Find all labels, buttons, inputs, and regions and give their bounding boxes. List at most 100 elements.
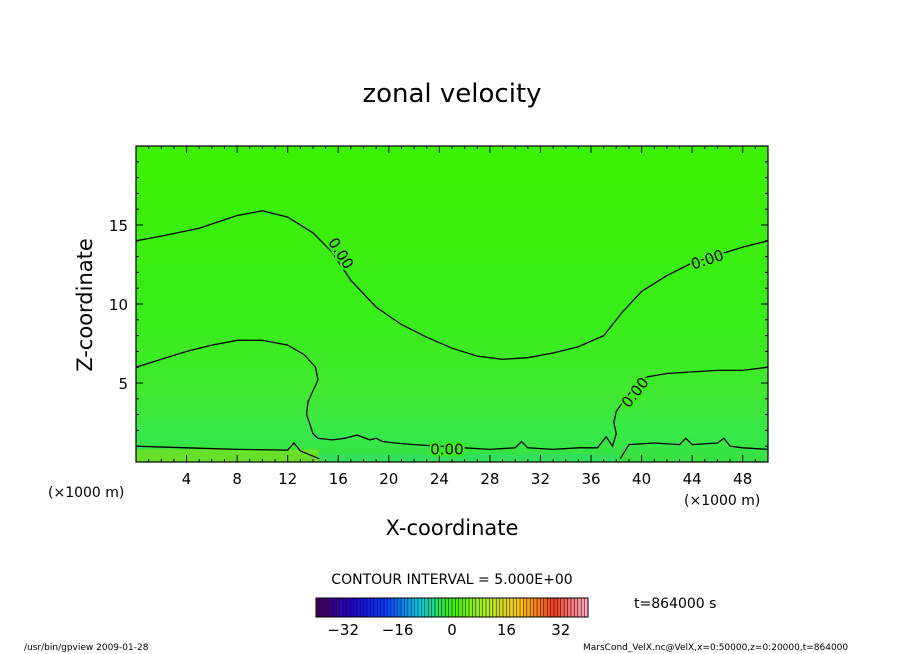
- colorbar-cell: [574, 598, 579, 617]
- y-axis-ticks: 5 10 15: [109, 161, 768, 447]
- colorbar-cell: [350, 598, 354, 617]
- colorbar-cell: [414, 598, 419, 617]
- ground-band: [136, 449, 320, 462]
- x-tick-label: 4: [182, 470, 192, 488]
- x-tick-label: 20: [379, 470, 398, 488]
- colorbar-cell: [380, 598, 385, 617]
- colorbar-cell: [343, 598, 347, 617]
- colorbar-cell: [421, 598, 426, 617]
- colorbar-cell: [377, 598, 381, 617]
- x-tick-label: 48: [733, 470, 752, 488]
- y-tick-label: 15: [109, 217, 128, 235]
- x-tick-label: 16: [329, 470, 348, 488]
- contour-lines: [136, 210, 768, 462]
- colorbar-cell: [523, 598, 528, 617]
- colorbar-cell: [316, 598, 320, 617]
- colorbar-cell: [506, 598, 511, 617]
- colorbar-cell: [520, 598, 524, 617]
- colorbar-cell: [407, 598, 412, 617]
- colorbar-cell: [496, 598, 500, 617]
- y-axis-label: Z-coordinate: [73, 238, 97, 372]
- colorbar-cell: [509, 598, 514, 617]
- x-tick-label: 44: [683, 470, 702, 488]
- contour-line: [619, 437, 768, 460]
- colorbar-cell: [472, 598, 477, 617]
- colorbar-cell: [431, 598, 436, 617]
- colorbar-tick-label: 16: [497, 621, 516, 639]
- colorbar-frame: [315, 597, 589, 618]
- colorbar-cell: [445, 598, 449, 617]
- x-tick-label: 12: [278, 470, 297, 488]
- colorbar-cell: [469, 598, 473, 617]
- colorbar-cell: [397, 598, 402, 617]
- colorbar-cell: [513, 598, 517, 617]
- colorbar-cell: [435, 598, 439, 617]
- colorbar-cell: [479, 598, 483, 617]
- colorbar-cell: [475, 598, 480, 617]
- colorbar-cell: [333, 598, 337, 617]
- colorbar-cell: [390, 598, 395, 617]
- x-tick-label: 8: [232, 470, 242, 488]
- colorbar-cell: [455, 598, 460, 617]
- x-tick-label: 24: [430, 470, 449, 488]
- chart-title: zonal velocity: [362, 79, 541, 109]
- x-axis-ticks: 4 8 12 16 20 24 28 32 36 40 44 48: [148, 146, 756, 488]
- footer-left: /usr/bin/gpview 2009-01-28: [24, 643, 149, 653]
- colorbar-cell: [571, 598, 575, 617]
- x-tick-label: 36: [581, 470, 600, 488]
- colorbar-cell: [503, 598, 507, 617]
- x-tick-label: 28: [480, 470, 499, 488]
- colorbar-cell: [367, 598, 371, 617]
- colorbar-cell: [363, 598, 368, 617]
- x-tick-label: 40: [632, 470, 651, 488]
- colorbar-cell: [448, 598, 453, 617]
- colorbar-cell: [329, 598, 334, 617]
- colorbar-cell: [516, 598, 521, 617]
- colorbar-cell: [581, 598, 585, 617]
- contour-interval-label: CONTOUR INTERVAL = 5.000E+00: [331, 572, 572, 588]
- colorbar-cell: [322, 598, 327, 617]
- colorbar-cell: [411, 598, 415, 617]
- ground-band-teal: [319, 454, 617, 462]
- colorbar-tick-label: 0: [447, 621, 457, 639]
- colorbar-cell: [486, 598, 490, 617]
- contour-line: [136, 339, 768, 451]
- colorbar-cells: [315, 598, 589, 617]
- colorbar-cell: [564, 598, 568, 617]
- colorbar-cell: [428, 598, 432, 617]
- colorbar-cell: [441, 598, 446, 617]
- colorbar-cell: [540, 598, 545, 617]
- colorbar-cell: [353, 598, 358, 617]
- colorbar-cell: [526, 598, 531, 617]
- y-tick-label: 10: [109, 296, 128, 314]
- colorbar-cell: [452, 598, 456, 617]
- colorbar-cell: [394, 598, 398, 617]
- colorbar-cell: [557, 598, 562, 617]
- y-tick-label: 5: [118, 375, 128, 393]
- x-axis-label: X-coordinate: [386, 516, 519, 540]
- colorbar-cell: [418, 598, 422, 617]
- colorbar-cell: [543, 598, 548, 617]
- colorbar-cell: [401, 598, 405, 617]
- time-label: t=864000 s: [634, 596, 716, 612]
- colorbar-cell: [547, 598, 551, 617]
- colorbar-cell: [356, 598, 361, 617]
- colorbar-cell: [319, 598, 324, 617]
- colorbar-cell: [458, 598, 463, 617]
- colorbar-cell: [339, 598, 344, 617]
- colorbar-cell: [537, 598, 541, 617]
- colorbar-cell: [326, 598, 330, 617]
- colorbar-cell: [465, 598, 470, 617]
- colorbar-cell: [560, 598, 565, 617]
- colorbar-cell: [550, 598, 555, 617]
- x-tick-label: 32: [531, 470, 550, 488]
- colorbar-cell: [584, 598, 589, 617]
- colorbar-cell: [370, 598, 375, 617]
- colorbar-cell: [567, 598, 572, 617]
- colorbar-cell: [404, 598, 409, 617]
- colorbar-cell: [360, 598, 364, 617]
- colorbar-cell: [577, 598, 582, 617]
- colorbar-cell: [438, 598, 443, 617]
- contour-label: 0.00: [430, 440, 463, 458]
